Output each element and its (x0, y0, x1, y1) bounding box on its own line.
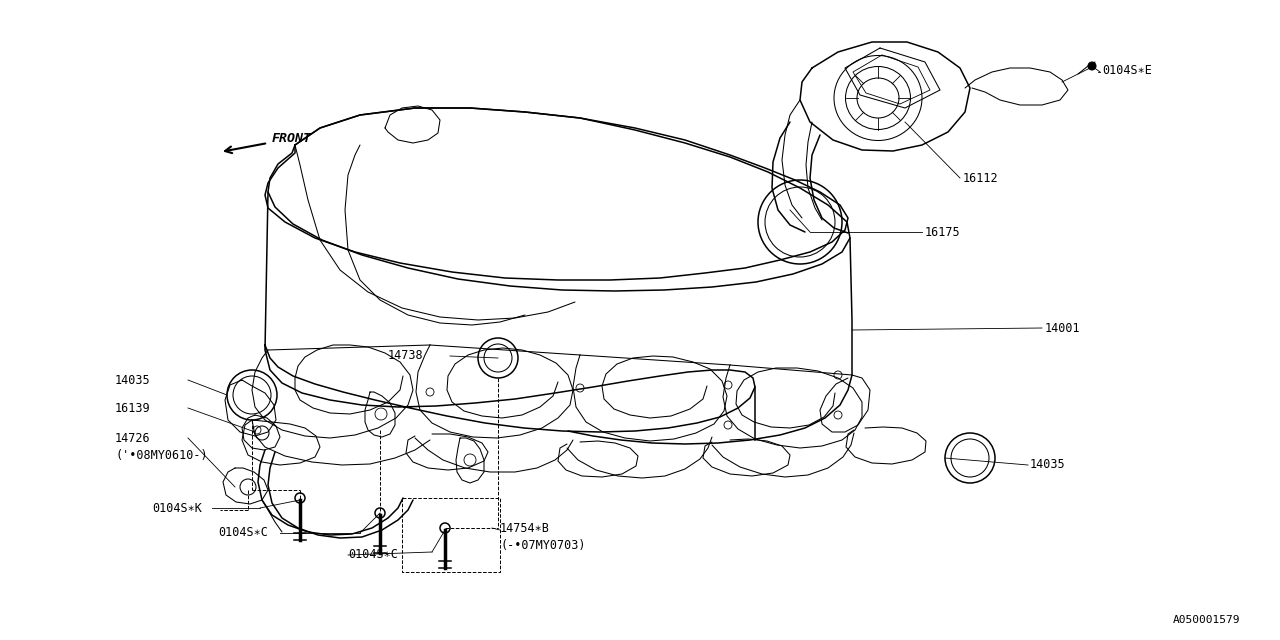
Text: 14035: 14035 (115, 374, 151, 387)
Text: 16139: 16139 (115, 401, 151, 415)
Text: 14726: 14726 (115, 431, 151, 445)
Text: 14035: 14035 (1030, 458, 1066, 472)
Text: 16175: 16175 (925, 225, 960, 239)
Text: ('•08MY0610-): ('•08MY0610-) (115, 449, 207, 461)
Text: 0104S∗E: 0104S∗E (1102, 63, 1152, 77)
Circle shape (1088, 62, 1096, 70)
Text: 0104S∗K: 0104S∗K (152, 502, 202, 515)
Text: 14738: 14738 (388, 349, 424, 362)
Text: 14001: 14001 (1044, 321, 1080, 335)
Text: A050001579: A050001579 (1172, 615, 1240, 625)
Text: 16112: 16112 (963, 172, 998, 184)
Text: 0104S∗C: 0104S∗C (348, 548, 398, 561)
Text: FRONT: FRONT (273, 131, 312, 145)
Text: 14754∗B: 14754∗B (500, 522, 550, 534)
Text: 0104S∗C: 0104S∗C (218, 527, 268, 540)
Text: (-•07MY0703): (-•07MY0703) (500, 538, 585, 552)
